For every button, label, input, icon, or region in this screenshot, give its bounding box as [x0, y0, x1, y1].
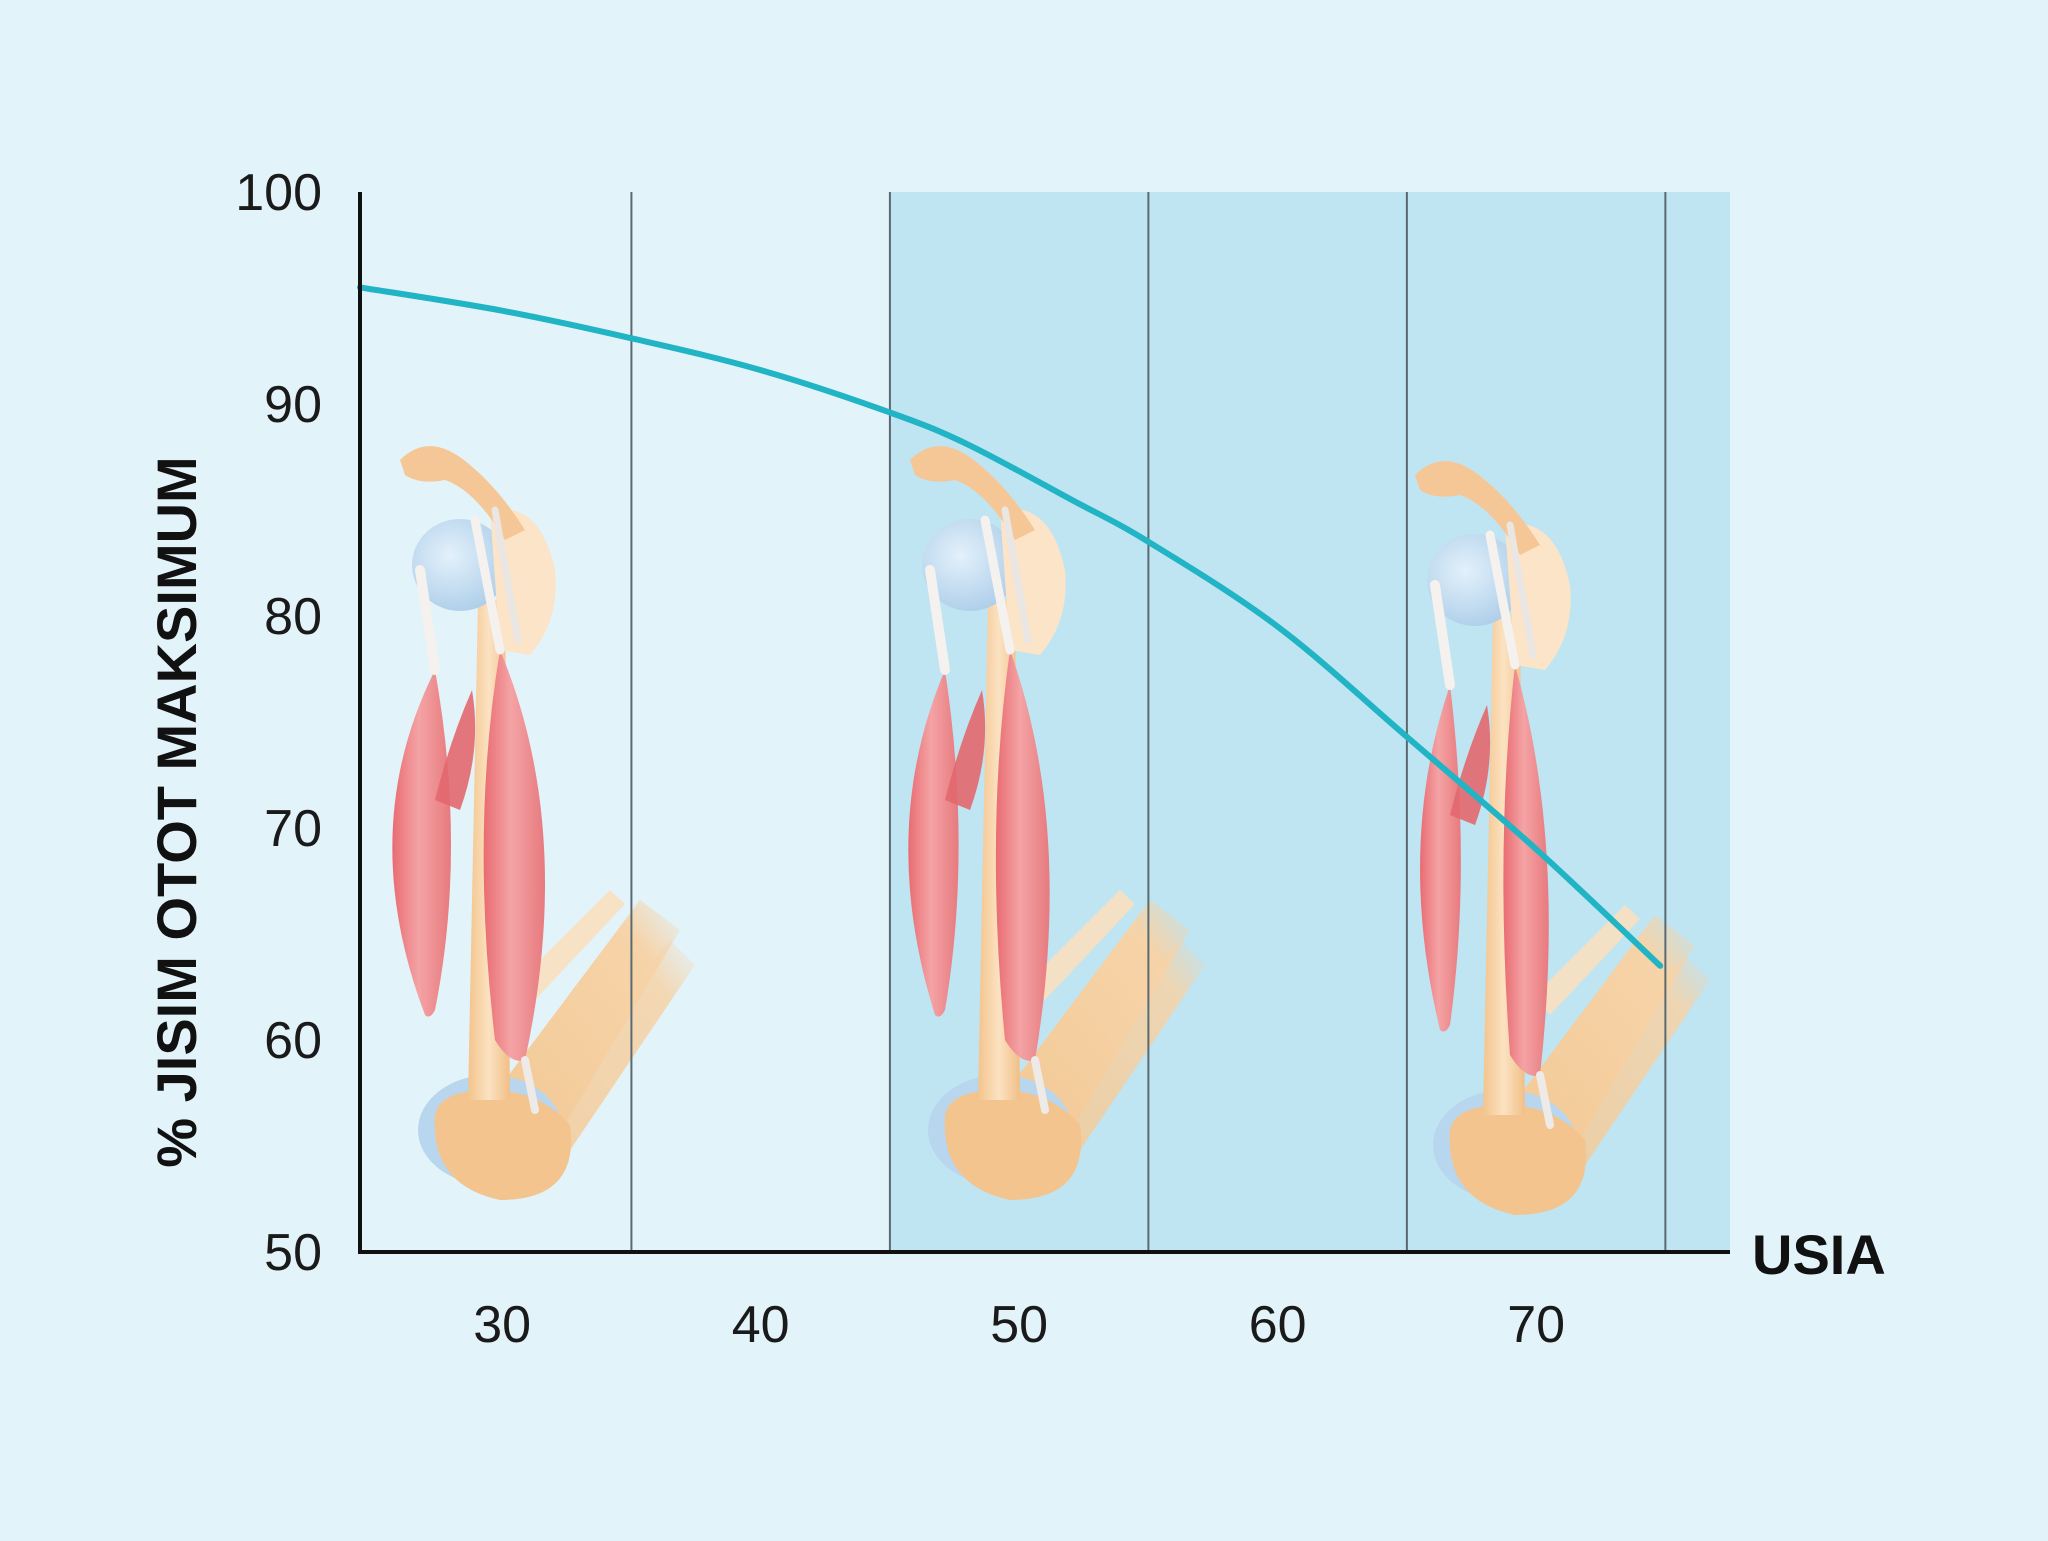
tendon-short-2	[1001, 506, 1032, 644]
illustrations	[392, 446, 1710, 1215]
brachialis	[945, 690, 986, 810]
x-tick-50: 50	[990, 1296, 1048, 1354]
x-tick-60: 60	[1249, 1296, 1307, 1354]
x-tick-40: 40	[732, 1296, 790, 1354]
tendon-distal	[1536, 1071, 1554, 1129]
axes	[358, 192, 1730, 1254]
shoulder-bone	[1505, 523, 1571, 670]
brachialis	[1450, 705, 1491, 825]
shoulder-bone	[490, 508, 556, 655]
biceps-long-head	[392, 670, 451, 1017]
elbow-joint	[944, 1090, 1082, 1200]
tendon-long	[925, 565, 950, 675]
tendon-short-2	[491, 506, 522, 644]
elbow-joint	[434, 1090, 572, 1200]
elbow-joint	[1449, 1105, 1587, 1215]
tendon-short	[1485, 530, 1520, 670]
y-tick-50: 50	[264, 1224, 322, 1282]
forearm-radius	[1505, 915, 1695, 1165]
tendon-long	[415, 565, 440, 675]
y-tick-100: 100	[235, 164, 322, 222]
tendon-short	[980, 515, 1015, 655]
x-axis-label: USIA	[1752, 1223, 1886, 1286]
x-tick-70: 70	[1507, 1296, 1565, 1354]
shoulder-bone	[1000, 508, 1066, 655]
series-line-layer	[357, 284, 1664, 969]
forearm-ulna	[520, 940, 695, 1165]
forearm-tendon	[520, 890, 625, 1000]
tendon-distal	[1031, 1056, 1049, 1114]
forearm-ulna	[1030, 940, 1205, 1165]
forearm-tendon	[1535, 905, 1640, 1015]
forearm-tendon	[1030, 890, 1135, 1000]
arm-muscle-illustration-1	[392, 446, 695, 1200]
x-tick-30: 30	[473, 1296, 531, 1354]
arm-muscle-illustration-2	[908, 446, 1205, 1200]
biceps-long-head	[908, 670, 959, 1017]
tendon-short	[470, 515, 505, 655]
y-tick-80: 80	[264, 588, 322, 646]
tendon-short-2	[1506, 521, 1537, 659]
gridlines	[630, 192, 1667, 1252]
brachialis	[435, 690, 476, 810]
forearm-radius	[490, 900, 680, 1150]
y-tick-60: 60	[264, 1012, 322, 1070]
tendon-distal	[521, 1056, 539, 1114]
tendon-long	[1430, 580, 1455, 690]
y-axis-label: % JISIM OTOT MAKSIMUM	[145, 456, 208, 1167]
series-line	[357, 284, 1664, 969]
y-tick-90: 90	[264, 376, 322, 434]
biceps-short-head	[1503, 665, 1549, 1076]
y-tick-70: 70	[264, 800, 322, 858]
biceps-short-head	[995, 650, 1050, 1061]
forearm-radius	[1000, 900, 1190, 1150]
biceps-short-head	[483, 650, 545, 1061]
tick-labels: 50 60 70 80 90 100 30 40 50 60 70	[235, 164, 1565, 1354]
